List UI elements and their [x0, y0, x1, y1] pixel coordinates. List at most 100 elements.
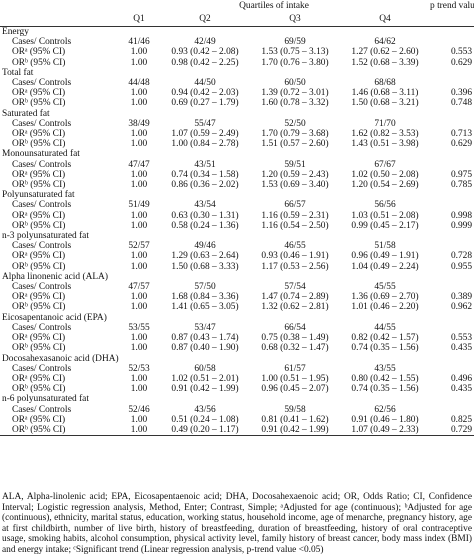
cell: 44/48: [128, 78, 150, 89]
cell: 1.00: [130, 169, 148, 180]
row-label: ORᵇ (95% CI): [12, 261, 66, 272]
row-label: ORᵃ (95% CI): [12, 169, 66, 180]
cell: 1.62 (0.82 – 3.53): [351, 129, 419, 140]
p-value: 0.728: [450, 251, 473, 262]
data-row: Cases/ Controls 44/48 44/50 60/50 68/68: [0, 78, 474, 88]
row-label: Cases/ Controls: [12, 363, 72, 374]
cell: 1.00: [130, 261, 148, 272]
data-row: ORᵃ (95% CI) 1.00 0.87 (0.43 – 1.74) 0.75 (…: [0, 333, 474, 343]
cell: 0.51 (0.24 – 1.08): [171, 414, 239, 425]
data-row: Cases/ Controls 41/46 42/49 69/59 64/62: [0, 37, 474, 47]
cell: 1.53 (0.75 – 3.13): [261, 47, 329, 58]
results-table: Quartiles of intake p trend value Q1Q2Q3…: [0, 1, 474, 437]
data-row: ORᵇ (95% CI) 1.00 0.86 (0.36 – 2.02) 1.53 (…: [0, 180, 474, 190]
cell: 0.82 (0.42 – 1.57): [351, 333, 419, 344]
cell: 1.07 (0.49 – 2.33): [340, 424, 431, 437]
cell: 0.96 (0.45 – 2.07): [261, 384, 329, 395]
cell: 38/49: [128, 118, 150, 129]
p-value: 0.729: [430, 424, 474, 437]
row-label: ORᵃ (95% CI): [12, 333, 66, 344]
cell: 0.69 (0.27 – 1.79): [171, 98, 239, 109]
empty-cell: [430, 160, 474, 170]
data-row: ORᵇ (95% CI) 1.00 1.41 (0.65 – 3.05) 1.32 (…: [0, 302, 474, 312]
data-row: Cases/ Controls 51/49 43/54 66/57 56/56: [0, 200, 474, 210]
cell: 1.16 (0.54 – 2.50): [261, 220, 329, 231]
cell: 57/54: [284, 282, 306, 293]
cell: 1.46 (0.68 – 3.11): [351, 88, 419, 99]
cell: 1.02 (0.51 – 2.01): [171, 373, 239, 384]
cell: 1.29 (0.63 – 2.64): [171, 251, 239, 262]
p-value: 0.955: [450, 261, 473, 272]
cell: 45/55: [374, 282, 396, 293]
data-row: ORᵇ (95% CI) 1.00 0.69 (0.27 – 1.79) 1.60 (…: [0, 98, 474, 108]
cell: 1.50 (0.68 – 3.21): [351, 98, 419, 109]
p-value: 0.389: [450, 292, 473, 303]
cell: 49/46: [194, 241, 216, 252]
p-value: 0.435: [450, 384, 473, 395]
data-row: ORᵇ (95% CI) 1.00 0.91 (0.42 – 1.99) 0.96 (…: [0, 384, 474, 394]
cell: 60/58: [194, 363, 216, 374]
cell: 1.04 (0.49 – 2.24): [351, 261, 419, 272]
cell: 51/49: [128, 200, 150, 211]
group-name: n-6 polyunsaturated fat: [2, 394, 89, 405]
cell: 1.00: [130, 251, 148, 262]
p-value: 0.785: [450, 180, 473, 191]
empty-cell: [430, 282, 474, 292]
cell: 57/50: [194, 282, 216, 293]
cell: 1.00: [130, 373, 148, 384]
row-label: ORᵇ (95% CI): [12, 384, 66, 395]
cell: 1.16 (0.59 – 2.31): [261, 210, 329, 221]
cell: 44/55: [374, 322, 396, 333]
cell: 43/56: [194, 404, 216, 415]
cell: 60/50: [284, 78, 306, 89]
group-name: Saturated fat: [2, 108, 50, 119]
footnote: ALA, Alpha-linolenic acid; EPA, Eicosape…: [2, 492, 472, 555]
cell: 1.70 (0.79 – 3.68): [261, 129, 329, 140]
data-row: Cases/ Controls 47/47 43/51 59/51 67/67: [0, 160, 474, 170]
cell: 1.00: [130, 210, 148, 221]
p-value: 0.435: [450, 343, 473, 354]
cell: 47/47: [128, 159, 150, 170]
cell: 56/56: [374, 200, 396, 211]
empty-cell: [430, 405, 474, 415]
cell: 1.68 (0.84 – 3.36): [171, 292, 239, 303]
row-label: Cases/ Controls: [12, 404, 72, 415]
column-header: Q1: [118, 13, 160, 27]
cell: 0.99 (0.45 – 2.17): [351, 220, 419, 231]
group-row: Total fat: [0, 68, 474, 78]
cell: 46/55: [284, 241, 306, 252]
empty-cell: [430, 241, 474, 251]
cell: 55/47: [194, 118, 216, 129]
cell: 53/47: [194, 322, 216, 333]
empty-cell: [430, 200, 474, 210]
group-name: Eicosapentanoic acid (EPA): [2, 312, 107, 323]
cell: 47/57: [128, 282, 150, 293]
row-label: ORᵇ (95% CI): [12, 220, 66, 231]
p-value: 0.553: [450, 47, 473, 58]
p-value: 0.553: [450, 333, 473, 344]
empty-cell: [430, 78, 474, 88]
cell: 1.00 (0.51 – 1.95): [261, 373, 329, 384]
row-label: Cases/ Controls: [12, 200, 72, 211]
cell: 52/53: [128, 363, 150, 374]
group-name: Docosahexasanoic acid (DHA): [2, 353, 119, 364]
cell: 41/46: [128, 37, 150, 48]
p-value: 0.396: [450, 88, 473, 99]
cell: 62/56: [374, 404, 396, 415]
cell: 66/57: [284, 200, 306, 211]
row-label: Cases/ Controls: [12, 282, 72, 293]
p-title: p trend value: [430, 1, 474, 11]
group-row: Eicosapentanoic acid (EPA): [0, 313, 474, 323]
cell: 51/58: [374, 241, 396, 252]
cell: 43/54: [194, 200, 216, 211]
cell: 43/55: [374, 363, 396, 374]
cell: 1.00: [130, 98, 148, 109]
group-row: Polyunsaturated fat: [0, 190, 474, 200]
cell: 1.07 (0.59 – 2.49): [171, 129, 239, 140]
cell: 64/62: [374, 37, 396, 48]
cell: 1.00 (0.84 – 2.78): [171, 139, 239, 150]
p-value: 0.496: [450, 373, 473, 384]
cell: 0.74 (0.35 – 1.56): [351, 343, 419, 354]
